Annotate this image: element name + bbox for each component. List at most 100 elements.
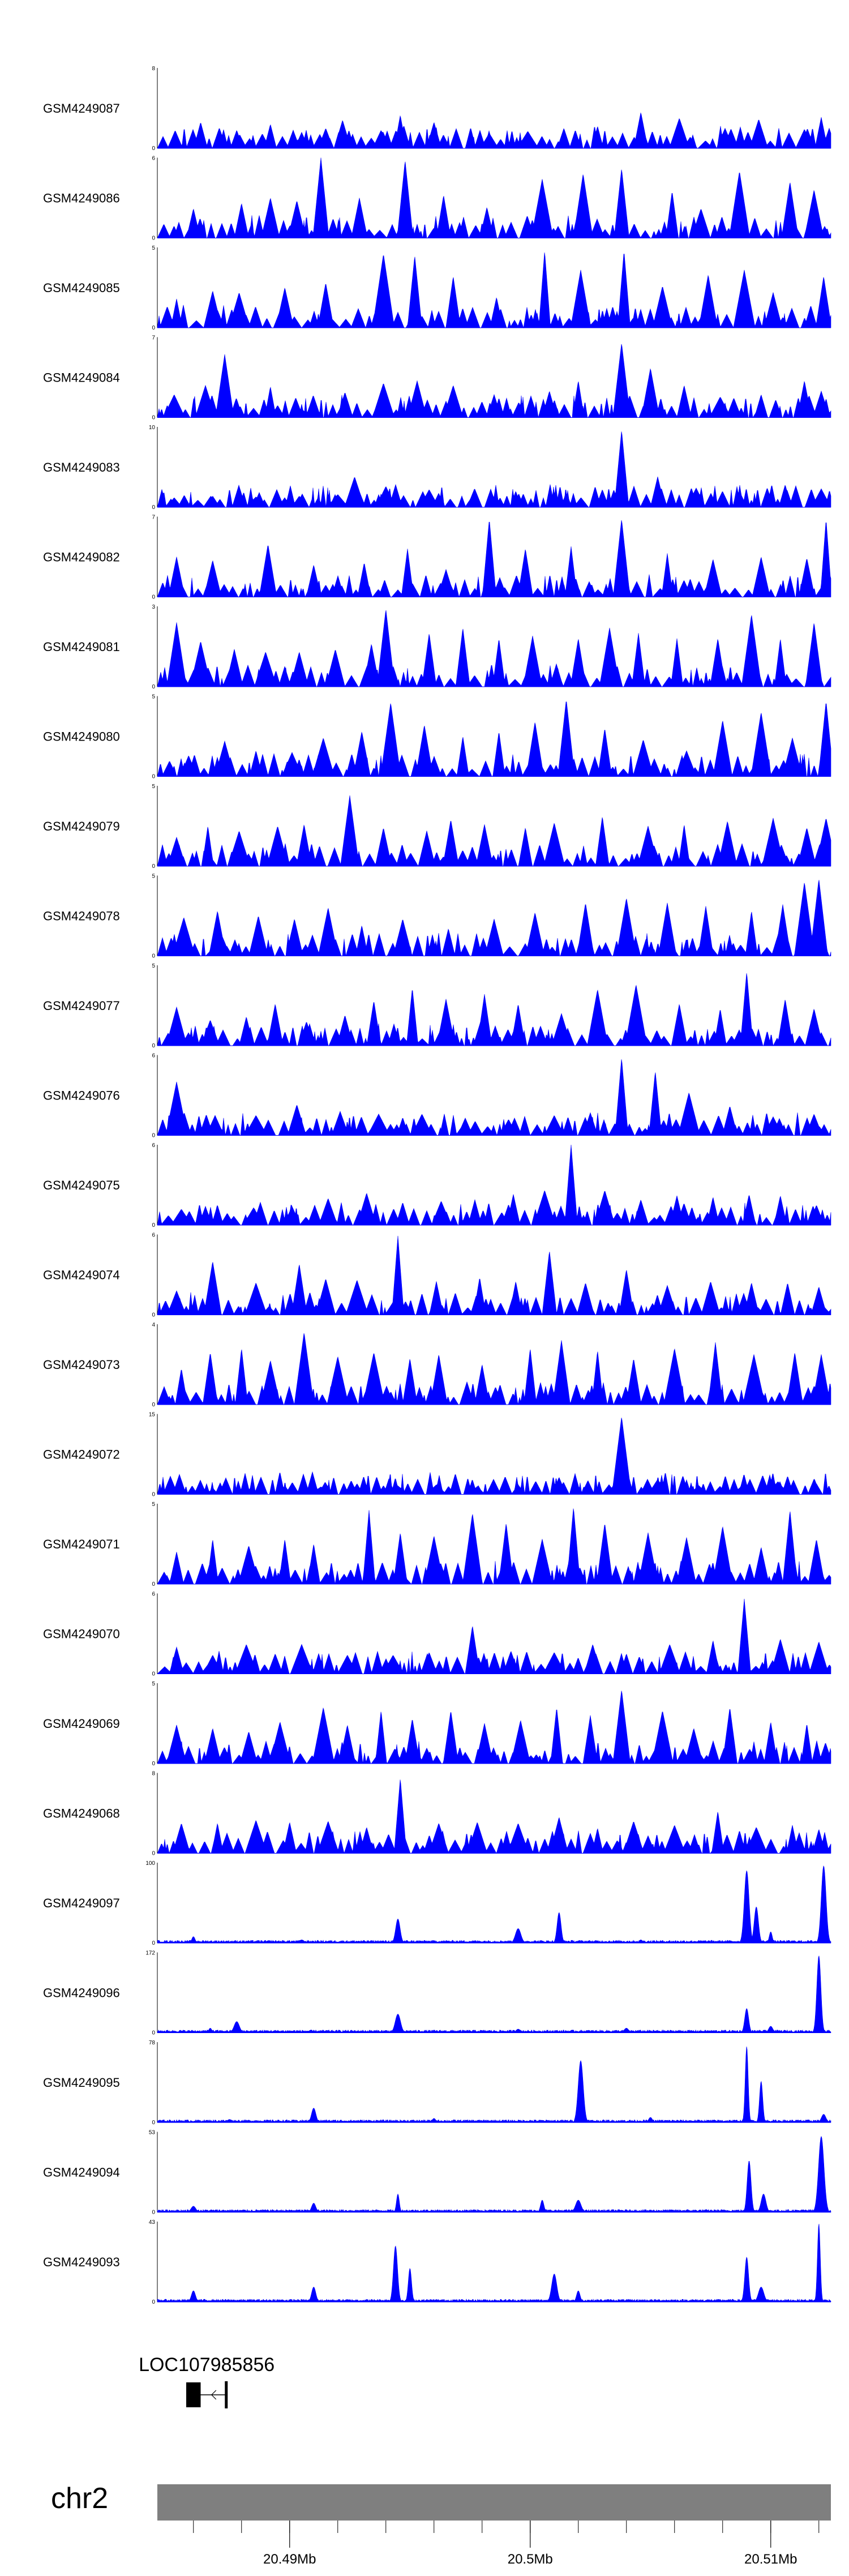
ytick-max: 100 [145, 1860, 155, 1867]
track-label: GSM4249076 [43, 1089, 120, 1103]
track-label: GSM4249083 [43, 460, 120, 474]
ytick-zero: 0 [152, 1851, 155, 1857]
position-label: 20.5Mb [508, 2552, 553, 2567]
signal-area [157, 2136, 831, 2213]
track-GSM4249076: GSM4249076 6 0 [43, 1053, 831, 1139]
ytick-max: 7 [152, 515, 155, 521]
ytick-zero: 0 [152, 1312, 155, 1319]
signal-tracks: GSM424908780GSM424908660GSM424908550GSM4… [43, 66, 831, 2305]
track-GSM4249074: GSM4249074 6 0 [43, 1233, 831, 1319]
ytick-zero: 0 [152, 594, 155, 601]
ytick-max: 5 [152, 245, 155, 251]
signal-area [157, 1059, 831, 1136]
position-label: 20.49Mb [263, 2552, 316, 2567]
signal-area [157, 157, 831, 239]
signal-area [157, 1333, 831, 1405]
ytick-zero: 0 [152, 1581, 155, 1587]
track-label: GSM4249086 [43, 191, 120, 206]
ytick-zero: 0 [152, 1402, 155, 1408]
track-GSM4249079: GSM4249079 5 0 [43, 784, 831, 870]
signal-area [157, 701, 831, 777]
ytick-max: 6 [152, 1053, 155, 1059]
track-GSM4249077: GSM4249077 5 0 [43, 963, 831, 1049]
ytick-zero: 0 [152, 325, 155, 331]
gene-exon-end [225, 2381, 228, 2408]
strand-arrow [211, 2390, 217, 2400]
signal-area [157, 973, 831, 1047]
signal-area [157, 2223, 831, 2303]
track-GSM4249083: GSM4249083 10 0 [43, 425, 831, 511]
ytick-zero: 0 [152, 2210, 155, 2216]
gene-track: LOC107985856 [139, 2354, 275, 2408]
ytick-zero: 0 [152, 1761, 155, 1767]
track-label: GSM4249071 [43, 1537, 120, 1551]
chromosome-label: chr2 [51, 2482, 108, 2515]
gene-model [186, 2381, 228, 2408]
signal-area [157, 1691, 831, 1764]
track-label: GSM4249073 [43, 1358, 120, 1372]
ytick-max: 8 [152, 66, 155, 72]
track-label: GSM4249096 [43, 1986, 120, 2000]
ytick-max: 172 [145, 1950, 155, 1957]
track-GSM4249085: GSM4249085 5 0 [43, 245, 831, 331]
track-GSM4249070: GSM4249070 6 0 [43, 1591, 831, 1678]
ytick-max: 6 [152, 1591, 155, 1598]
ytick-max: 5 [152, 784, 155, 790]
ytick-max: 5 [152, 963, 155, 969]
track-label: GSM4249078 [43, 909, 120, 923]
ytick-zero: 0 [152, 2120, 155, 2126]
track-label: GSM4249072 [43, 1448, 120, 1462]
ytick-zero: 0 [152, 415, 155, 421]
track-GSM4249073: GSM4249073 4 0 [43, 1322, 831, 1408]
track-label: GSM4249079 [43, 819, 120, 833]
signal-area [157, 880, 831, 957]
ytick-max: 53 [149, 2130, 156, 2136]
axis-ticks: 20.49Mb 20.5Mb 20.51Mb [193, 2521, 820, 2567]
position-label: 20.51Mb [744, 2552, 797, 2567]
track-label: GSM4249085 [43, 281, 120, 295]
track-label: GSM4249081 [43, 640, 120, 654]
ytick-zero: 0 [152, 953, 155, 960]
track-label: GSM4249095 [43, 2076, 120, 2090]
chromosome-axis: chr2 20.49Mb 20.5Mb 20.51Mb [51, 2482, 831, 2567]
track-label: GSM4249069 [43, 1717, 120, 1731]
ytick-zero: 0 [152, 1671, 155, 1678]
track-GSM4249094: GSM4249094 53 0 [43, 2130, 831, 2216]
gene-exon [186, 2382, 201, 2407]
signal-area [157, 1865, 831, 1944]
ytick-max: 6 [152, 1142, 155, 1149]
signal-area [157, 1955, 831, 2033]
ytick-zero: 0 [152, 1940, 155, 1946]
track-label: GSM4249074 [43, 1268, 120, 1282]
track-label: GSM4249094 [43, 2166, 120, 2180]
track-label: GSM4249070 [43, 1627, 120, 1641]
track-GSM4249093: GSM4249093 43 0 [43, 2219, 831, 2305]
track-label: GSM4249087 [43, 101, 120, 115]
ytick-max: 6 [152, 1233, 155, 1239]
ytick-max: 5 [152, 874, 155, 880]
ytick-zero: 0 [152, 236, 155, 242]
track-GSM4249082: GSM4249082 7 0 [43, 515, 831, 601]
track-GSM4249086: GSM4249086 6 0 [43, 156, 831, 242]
ytick-max: 78 [149, 2040, 156, 2046]
ytick-zero: 0 [152, 146, 155, 152]
signal-area [157, 1598, 831, 1675]
track-GSM4249080: GSM4249080 5 0 [43, 694, 831, 780]
signal-area [157, 2046, 831, 2123]
signal-area [157, 1508, 831, 1585]
track-GSM4249095: GSM4249095 78 0 [43, 2040, 831, 2126]
track-label: GSM4249075 [43, 1178, 120, 1192]
track-label: GSM4249068 [43, 1807, 120, 1821]
chromosome-bar [157, 2484, 831, 2521]
ytick-zero: 0 [152, 1043, 155, 1049]
track-label: GSM4249080 [43, 730, 120, 744]
signal-area [157, 431, 831, 508]
track-label: GSM4249093 [43, 2255, 120, 2269]
ytick-zero: 0 [152, 1133, 155, 1139]
ytick-zero: 0 [152, 774, 155, 780]
signal-area [157, 795, 831, 867]
ytick-max: 5 [152, 1681, 155, 1687]
track-GSM4249096: GSM4249096 172 0 [43, 1950, 831, 2036]
signal-area [157, 1144, 831, 1226]
signal-area [157, 1779, 831, 1854]
